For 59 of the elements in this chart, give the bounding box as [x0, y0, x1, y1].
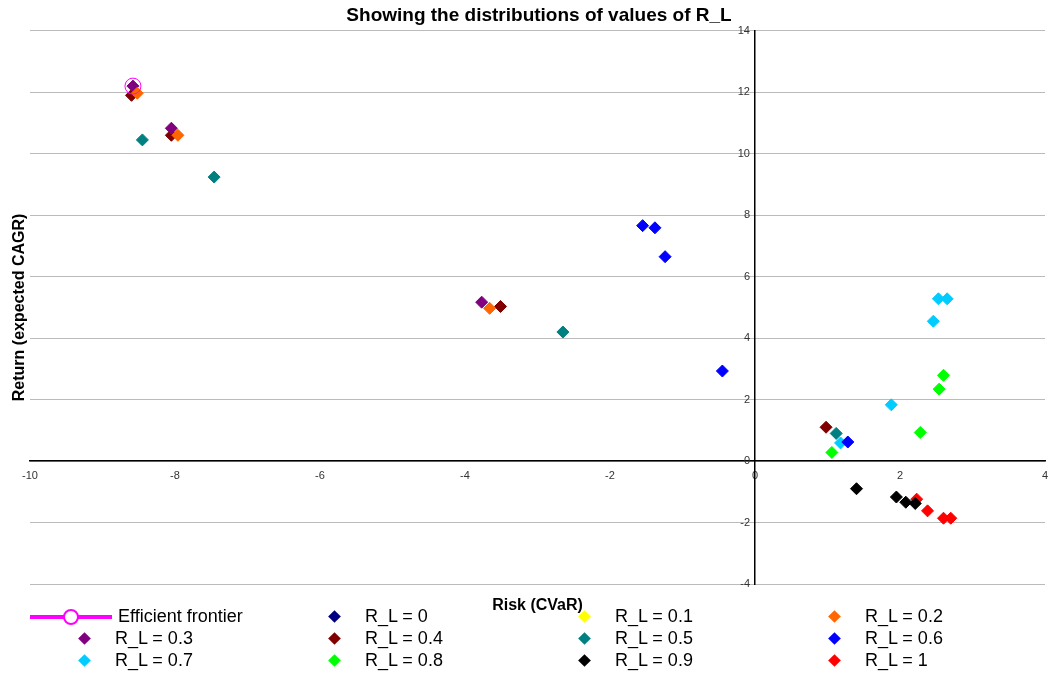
- legend-label: R_L = 0.1: [615, 606, 693, 627]
- chart-title: Showing the distributions of values of R_L: [346, 3, 733, 25]
- point: [825, 445, 839, 459]
- y-tick-label: -2: [740, 515, 750, 528]
- point: [658, 250, 672, 264]
- legend-label: R_L = 0.3: [115, 628, 193, 649]
- y-tick-label: 14: [737, 23, 750, 36]
- point: [829, 426, 843, 440]
- point: [819, 420, 833, 434]
- point: [164, 121, 178, 135]
- legend-label: R_L = 0.4: [365, 628, 443, 649]
- legend-label: R_L = 1: [865, 650, 928, 671]
- point: [850, 482, 863, 496]
- point: [908, 496, 922, 510]
- point: [648, 221, 662, 235]
- x-tick-label: -10: [22, 468, 38, 481]
- x-tick-label: -6: [315, 468, 325, 481]
- y-tick-label: -4: [740, 577, 750, 590]
- point: [889, 490, 903, 504]
- y-tick-label: 6: [743, 269, 750, 282]
- point: [841, 435, 855, 449]
- point: [475, 295, 489, 309]
- point: [171, 128, 185, 142]
- legend-label: R_L = 0: [365, 606, 428, 627]
- point: [921, 504, 935, 518]
- point: [556, 325, 570, 339]
- legend-label: R_L = 0.8: [365, 650, 443, 671]
- point: [926, 314, 940, 328]
- point: [937, 368, 950, 382]
- legend-label: R_L = 0.7: [115, 650, 193, 671]
- y-tick-label: 10: [737, 146, 750, 159]
- y-tick-label: 8: [743, 208, 750, 221]
- point: [715, 364, 729, 378]
- y-tick-label: 4: [743, 331, 750, 344]
- point: [207, 170, 221, 184]
- point: [135, 133, 149, 147]
- legend-label: R_L = 0.5: [615, 628, 693, 649]
- point: [494, 299, 508, 313]
- point: [913, 425, 927, 439]
- point: [932, 382, 946, 396]
- point: [940, 292, 954, 306]
- y-tick-label: 12: [737, 85, 750, 98]
- point: [931, 292, 945, 306]
- x-tick-label: -4: [460, 468, 470, 481]
- y-tick-label: 2: [743, 392, 750, 405]
- y-axis-title: Return (expected CAGR): [10, 213, 28, 402]
- x-tick-label: 2: [896, 468, 904, 481]
- legend-label: R_L = 0.6: [865, 628, 943, 649]
- legend-label: R_L = 0.2: [865, 606, 943, 627]
- x-tick-label: -8: [170, 468, 180, 481]
- x-tick-label: 4: [1041, 468, 1049, 481]
- legend-label: Efficient frontier: [118, 606, 243, 627]
- point: [636, 219, 650, 233]
- x-axis-title: Risk (CVaR): [492, 596, 583, 614]
- point: [899, 495, 913, 509]
- point: [884, 398, 898, 412]
- point: [483, 301, 497, 315]
- x-tick-label: -2: [605, 468, 615, 481]
- legend-label: R_L = 0.9: [615, 650, 693, 671]
